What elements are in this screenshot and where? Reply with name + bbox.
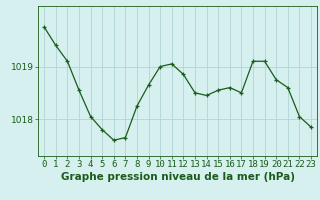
X-axis label: Graphe pression niveau de la mer (hPa): Graphe pression niveau de la mer (hPa)	[60, 172, 295, 182]
